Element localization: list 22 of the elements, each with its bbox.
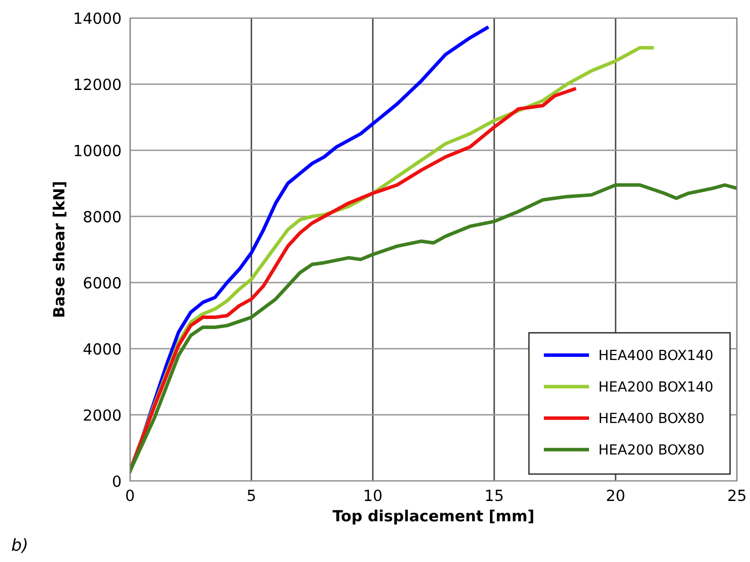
y-tick-label: 10000 [74, 144, 121, 156]
legend-label: HEA200 BOX140 [600, 381, 712, 392]
x-tick-label: 15 [486, 490, 503, 502]
y-tick-label: 0 [112, 475, 121, 488]
y-axis-title: Base shear [kN] [52, 182, 66, 317]
x-tick-label: 25 [728, 490, 746, 502]
y-tick-label: 2000 [84, 409, 121, 421]
line-series [130, 183, 737, 473]
y-tick-label: 14000 [74, 12, 121, 24]
x-axis-title: Top displacement [mm] [332, 510, 534, 524]
x-tick-label: 20 [607, 490, 624, 502]
legend-label: HEA400 BOX140 [600, 350, 712, 360]
y-tick-label: 8000 [84, 210, 121, 222]
y-tick-label: 6000 [84, 277, 121, 289]
x-tick-label: 10 [364, 490, 382, 502]
text: b) [12, 538, 27, 553]
x-tick-label: 5 [248, 490, 255, 502]
legend-label: HEA200 BOX80 [600, 444, 704, 455]
y-tick-label: 12000 [74, 78, 121, 90]
legend-label: HEA400 BOX80 [600, 412, 704, 424]
y-tick-label: 4000 [84, 343, 121, 355]
x-tick-label: 0 [126, 490, 134, 502]
